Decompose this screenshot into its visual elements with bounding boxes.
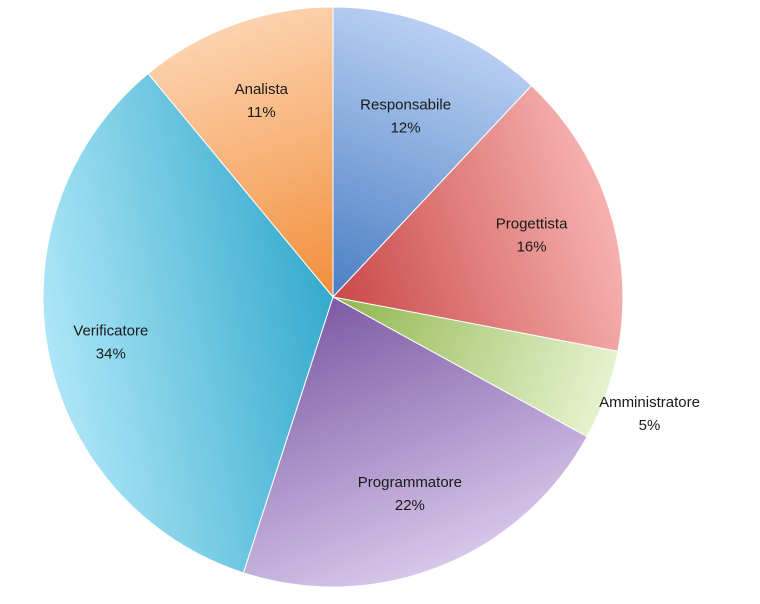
- pie-slice-programmatore: [242, 296, 588, 588]
- slice-label-verificatore: Verificatore: [73, 322, 148, 339]
- pie-slice-responsabile: [332, 6, 533, 299]
- slice-percent-analista: 11%: [247, 104, 276, 121]
- slice-label-analista: Analista: [235, 81, 289, 98]
- slice-label-progettista: Progettista: [496, 216, 568, 233]
- slice-label-amministratore: Amministratore: [599, 394, 700, 411]
- pie-labels: Responsabile 12% Progettista 16% Amministrat…: [73, 81, 700, 514]
- slice-percent-verificatore: 34%: [96, 345, 126, 362]
- slice-label-responsabile: Responsabile: [360, 97, 451, 114]
- slice-percent-amministratore: 5%: [639, 417, 661, 434]
- pie-slices: [42, 6, 624, 588]
- pie-slice-progettista: [332, 84, 624, 352]
- slice-label-programmatore: Programmatore: [358, 474, 462, 491]
- slice-percent-progettista: 16%: [517, 239, 547, 256]
- pie-slice-verificatore: [42, 72, 334, 574]
- slice-percent-responsabile: 12%: [391, 120, 421, 137]
- slice-percent-programmatore: 22%: [395, 497, 425, 514]
- pie-slice-analista: [147, 6, 334, 299]
